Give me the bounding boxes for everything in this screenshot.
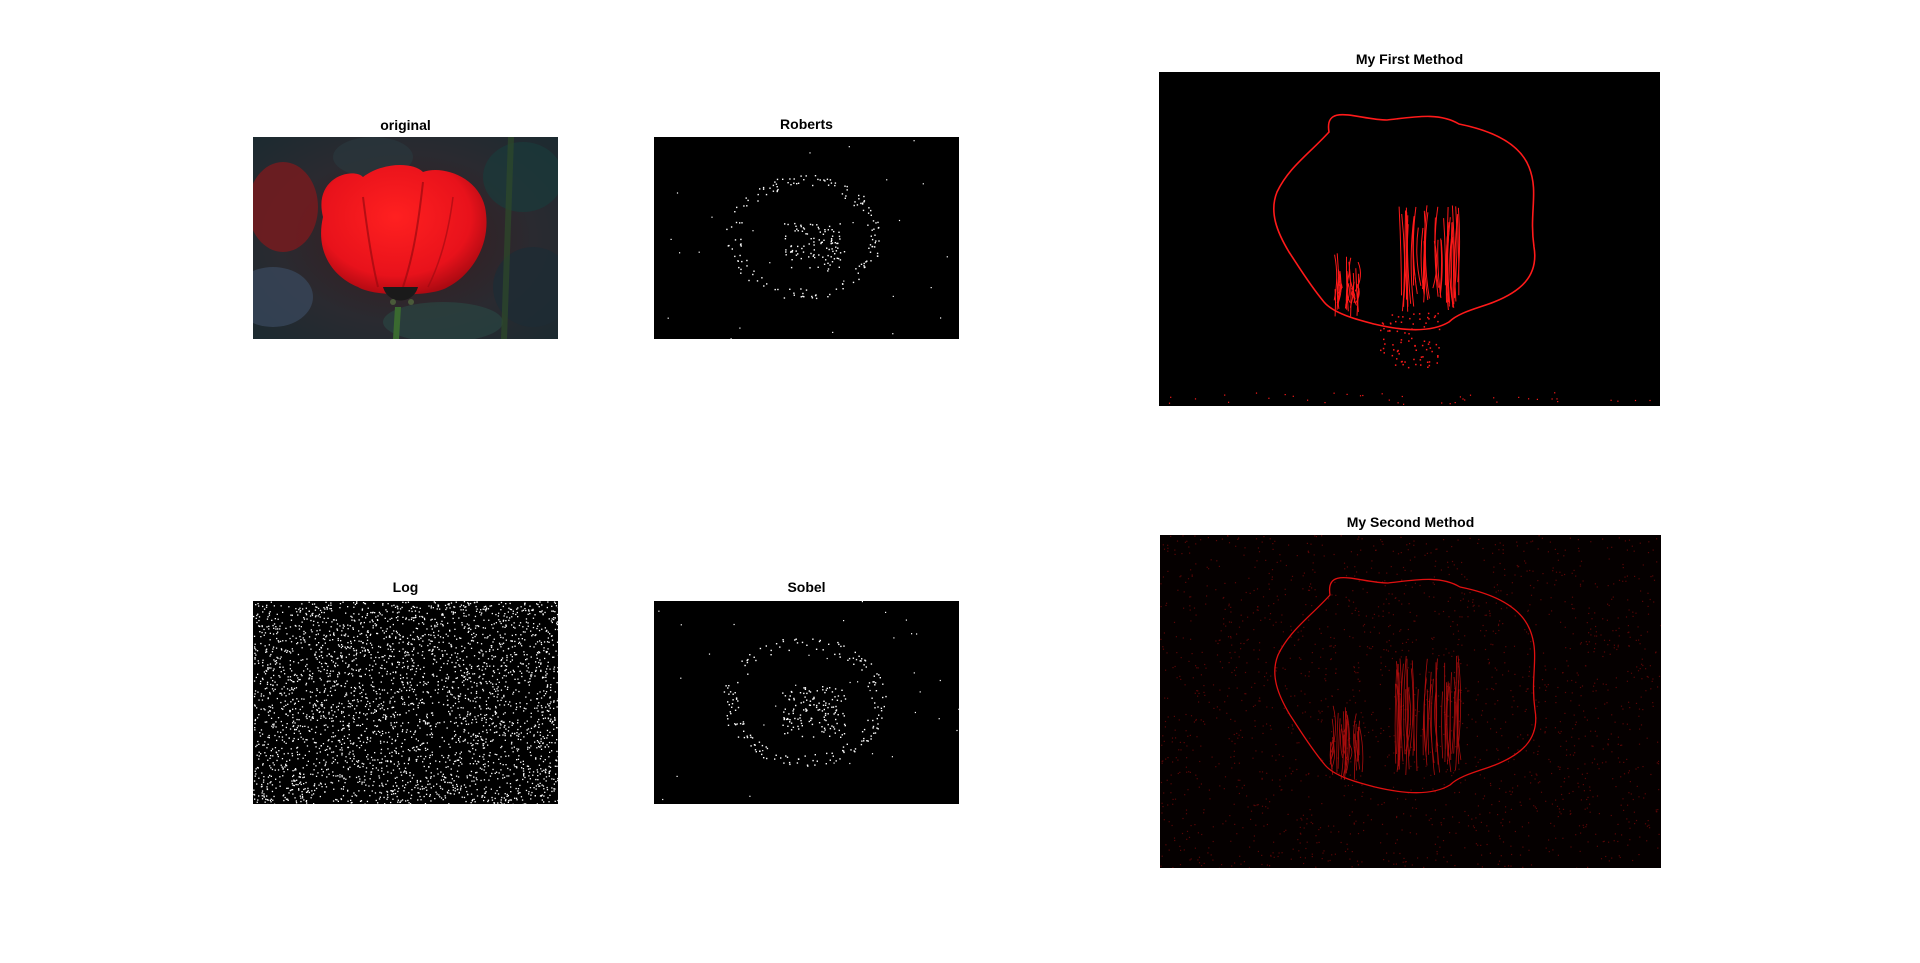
panel-title-second-method: My Second Method: [1346, 514, 1475, 530]
panel-second-method: My Second Method: [1160, 514, 1661, 871]
original-photo: [253, 137, 558, 339]
second-method-edge-image: [1160, 535, 1661, 868]
log-edge-image: [253, 601, 558, 804]
log-edges: [253, 601, 558, 804]
panel-title-sobel: Sobel: [787, 579, 826, 595]
panel-title-log: Log: [392, 579, 419, 595]
sobel-edge-image: [654, 601, 959, 804]
second-method-edges: [1160, 535, 1661, 868]
panel-title-first-method: My First Method: [1355, 51, 1464, 67]
panel-roberts: Roberts: [654, 116, 959, 342]
first-method-edges: [1159, 72, 1660, 406]
panel-original: original: [253, 117, 558, 342]
panel-first-method: My First Method: [1159, 51, 1660, 409]
panel-sobel: Sobel: [654, 579, 959, 806]
roberts-edges: [654, 137, 959, 339]
sobel-edges: [654, 601, 959, 804]
poppy-photo-image: [253, 137, 558, 339]
panel-title-roberts: Roberts: [780, 116, 833, 132]
panel-title-original: original: [380, 117, 431, 133]
panel-log: Log: [253, 579, 558, 806]
first-method-edge-image: [1159, 72, 1660, 406]
roberts-edge-image: [654, 137, 959, 339]
